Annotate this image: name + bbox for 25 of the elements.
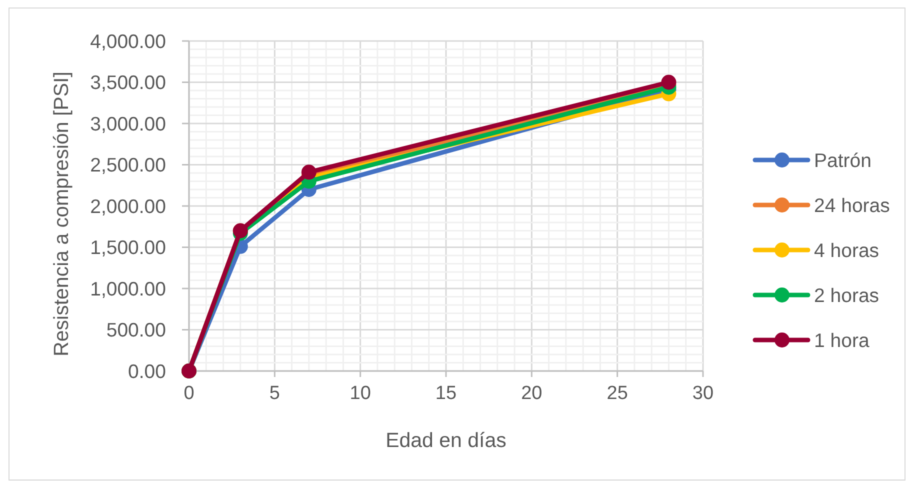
y-tick-label: 1,500.00 — [90, 237, 166, 260]
x-tick-label: 20 — [521, 383, 542, 404]
legend-label: 2 horas — [814, 284, 880, 307]
y-tick-label: 3,500.00 — [90, 72, 166, 94]
point — [301, 164, 316, 180]
y-tick-label: 3,000.00 — [90, 113, 166, 136]
legend-label: Patrón — [814, 150, 872, 172]
y-tick-label: 4,000.00 — [90, 30, 166, 53]
x-tick-label: 0 — [184, 383, 194, 404]
legend-label: 1 hora — [814, 330, 870, 352]
y-tick-label: 2,000.00 — [90, 196, 166, 218]
y-tick-label: 0.00 — [128, 360, 166, 383]
x-tick-label: 15 — [435, 383, 457, 404]
x-axis-title: Edad en días — [386, 429, 506, 452]
y-tick-label: 1,000.00 — [90, 278, 166, 300]
y-axis-title: Resistencia a compresión [PSI] — [50, 72, 73, 356]
x-tick-label: 30 — [692, 383, 714, 404]
x-tick-label: 5 — [269, 383, 280, 404]
x-tick-label: 10 — [350, 383, 371, 404]
point — [661, 74, 676, 90]
y-tick-label: 2,500.00 — [90, 154, 166, 177]
x-tick-label: 25 — [606, 383, 628, 404]
legend-label: 4 horas — [814, 240, 880, 262]
y-tick-label: 500.00 — [106, 320, 166, 342]
legend-label: 24 horas — [814, 194, 890, 217]
